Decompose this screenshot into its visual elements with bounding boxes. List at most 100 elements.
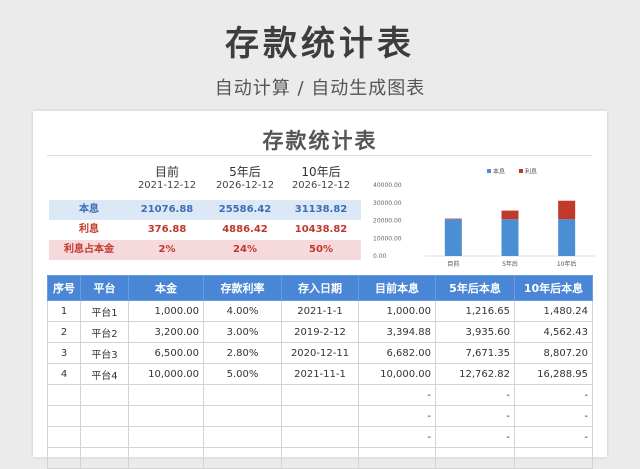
table-cell[interactable]: 平台2 — [80, 321, 129, 343]
page-subtitle: 自动计算 / 自动生成图表 — [214, 78, 426, 99]
summary-cell[interactable]: 376.88 — [147, 224, 187, 235]
summary-date-current: 2021-12-12 — [137, 180, 197, 191]
table-cell[interactable] — [281, 384, 359, 406]
table-cell[interactable]: - — [358, 405, 436, 427]
table-cell[interactable]: 10,000.00 — [128, 363, 204, 385]
table-cell[interactable] — [47, 426, 81, 448]
table-cell[interactable]: 6,682.00 — [358, 342, 436, 364]
table-cell[interactable] — [80, 426, 129, 448]
table-cell[interactable]: - — [435, 384, 515, 406]
col-header-rate[interactable]: 存款利率 — [203, 275, 282, 301]
table-cell[interactable] — [80, 405, 129, 427]
table-cell[interactable]: 1,000.00 — [358, 300, 436, 322]
table-cell[interactable] — [514, 447, 593, 469]
table-cell[interactable]: 3 — [47, 342, 81, 364]
table-cell[interactable]: 10,000.00 — [358, 363, 436, 385]
table-cell[interactable]: 2019-2-12 — [281, 321, 359, 343]
table-cell[interactable]: 4.00% — [203, 300, 282, 322]
summary-row-principal-interest[interactable]: 本息 21076.88 25586.42 31138.82 — [49, 200, 361, 220]
y-tick-label: 30000.00 — [373, 200, 402, 207]
table-cell[interactable]: 5.00% — [203, 363, 282, 385]
summary-cell[interactable]: 25586.42 — [218, 204, 272, 215]
table-cell[interactable]: 2 — [47, 321, 81, 343]
table-cell[interactable]: 3,394.88 — [358, 321, 436, 343]
summary-cell[interactable]: 4886.42 — [222, 224, 268, 235]
table-cell[interactable] — [128, 447, 204, 469]
col-header-deposit-date[interactable]: 存入日期 — [281, 275, 359, 301]
table-cell[interactable] — [80, 384, 129, 406]
bar-interest — [444, 218, 462, 220]
table-cell[interactable]: 7,671.35 — [435, 342, 515, 364]
table-cell[interactable]: 2.80% — [203, 342, 282, 364]
col-header-index[interactable]: 序号 — [47, 275, 81, 301]
table-cell[interactable]: 4 — [47, 363, 81, 385]
table-cell[interactable]: - — [358, 384, 436, 406]
table-cell[interactable]: 16,288.95 — [514, 363, 593, 385]
col-header-current[interactable]: 目前本息 — [358, 275, 436, 301]
table-cell[interactable]: 1,480.24 — [514, 300, 593, 322]
table-cell[interactable] — [281, 405, 359, 427]
col-header-platform[interactable]: 平台 — [80, 275, 129, 301]
y-tick-label: 40000.00 — [373, 182, 402, 189]
col-header-5y[interactable]: 5年后本息 — [435, 275, 515, 301]
page-title: 存款统计表 — [225, 24, 415, 64]
summary-cell[interactable]: 21076.88 — [140, 204, 194, 215]
summary-cell[interactable]: 24% — [233, 244, 257, 255]
table-cell[interactable]: 2021-11-1 — [281, 363, 359, 385]
table-cell[interactable]: 1,000.00 — [128, 300, 204, 322]
table-cell[interactable]: - — [358, 426, 436, 448]
summary-cell[interactable]: 2% — [158, 244, 176, 255]
table-cell[interactable]: - — [514, 384, 593, 406]
table-cell[interactable]: 平台4 — [80, 363, 129, 385]
table-cell[interactable] — [47, 447, 81, 469]
table-cell[interactable] — [358, 447, 436, 469]
table-cell[interactable]: - — [435, 426, 515, 448]
table-cell[interactable]: - — [514, 405, 593, 427]
table-cell[interactable] — [281, 426, 359, 448]
table-cell[interactable]: 2020-12-11 — [281, 342, 359, 364]
summary-row-label: 利息 — [79, 224, 99, 235]
table-cell[interactable] — [128, 405, 204, 427]
deposit-table: 序号 平台 本金 存款利率 存入日期 目前本息 5年后本息 10年后本息 1 平台1 1,000.… — [47, 275, 593, 469]
bar-principal — [558, 219, 576, 256]
table-cell[interactable]: 12,762.82 — [435, 363, 515, 385]
summary-cell[interactable]: 31138.82 — [294, 204, 348, 215]
summary-cell[interactable]: 10438.82 — [294, 224, 348, 235]
table-row: 4 平台4 10,000.00 5.00% 2021-11-1 10,000.00 12,7… — [47, 363, 593, 385]
table-cell[interactable] — [47, 405, 81, 427]
col-header-10y[interactable]: 10年后本息 — [514, 275, 593, 301]
table-cell[interactable] — [128, 426, 204, 448]
table-cell[interactable]: - — [435, 405, 515, 427]
spreadsheet: 存款统计表 目前 2021-12-12 5年后 2026-12-12 10年后 … — [33, 111, 607, 469]
table-cell[interactable]: 3,200.00 — [128, 321, 204, 343]
table-cell[interactable]: 1 — [47, 300, 81, 322]
col-header-principal[interactable]: 本金 — [128, 275, 204, 301]
table-cell[interactable]: 平台1 — [80, 300, 129, 322]
table-cell[interactable]: 3.00% — [203, 321, 282, 343]
table-cell[interactable]: - — [514, 426, 593, 448]
summary-row-label: 本息 — [79, 204, 99, 215]
table-cell[interactable] — [203, 384, 282, 406]
table-cell[interactable]: 平台3 — [80, 342, 129, 364]
table-cell[interactable] — [203, 426, 282, 448]
table-cell[interactable] — [203, 447, 282, 469]
table-cell[interactable] — [47, 384, 81, 406]
table-row — [47, 447, 593, 469]
summary-cell[interactable]: 50% — [309, 244, 333, 255]
table-cell[interactable] — [435, 447, 515, 469]
sheet-title: 存款统计表 — [262, 129, 378, 153]
stacked-bar-chart[interactable]: 本息 利息 40000.00 30000.00 20000.00 10000.00 0.00… — [369, 161, 601, 271]
summary-header-current: 目前 — [154, 165, 179, 179]
summary-row-ratio[interactable]: 利息占本金 2% 24% 50% — [49, 240, 361, 260]
table-cell[interactable]: 6,500.00 — [128, 342, 204, 364]
table-cell[interactable]: 3,935.60 — [435, 321, 515, 343]
summary-row-interest[interactable]: 利息 376.88 4886.42 10438.82 — [49, 220, 361, 240]
table-cell[interactable]: 2021-1-1 — [281, 300, 359, 322]
table-cell[interactable]: 1,216.65 — [435, 300, 515, 322]
table-cell[interactable] — [203, 405, 282, 427]
table-cell[interactable] — [80, 447, 129, 469]
table-cell[interactable] — [128, 384, 204, 406]
table-cell[interactable]: 4,562.43 — [514, 321, 593, 343]
table-cell[interactable] — [281, 447, 359, 469]
table-cell[interactable]: 8,807.20 — [514, 342, 593, 364]
